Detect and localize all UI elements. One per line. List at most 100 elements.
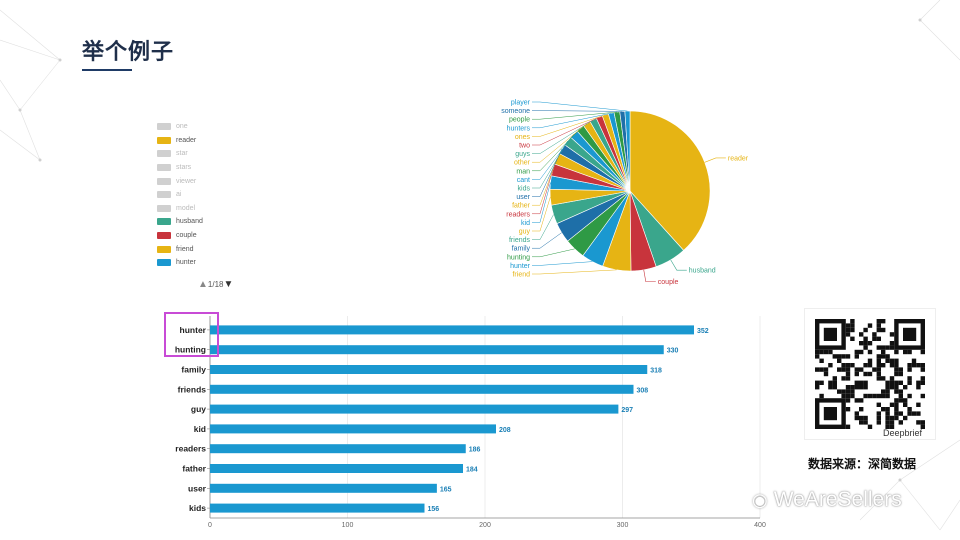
legend-swatch	[157, 232, 171, 240]
legend-item[interactable]: one	[157, 120, 277, 134]
qr-module	[859, 407, 864, 412]
legend-item[interactable]: husband	[157, 215, 277, 229]
bar-value-label: 186	[469, 447, 481, 454]
qr-module	[850, 389, 855, 394]
qr-module	[841, 363, 846, 368]
legend-label: model	[176, 204, 196, 212]
category-label: hunter	[180, 325, 207, 335]
pie-legend: one reader star stars viewer ai model husband co…	[157, 120, 277, 270]
qr-module	[819, 367, 824, 372]
pie-slice[interactable]	[629, 110, 711, 251]
qr-module	[885, 345, 890, 350]
qr-module	[876, 371, 881, 377]
data-source-text: 数据来源：深简数据	[808, 457, 917, 471]
legend-item[interactable]: couple	[157, 229, 277, 243]
pie-label: friend	[512, 272, 530, 279]
qr-module	[907, 349, 912, 355]
pie-label-line	[704, 157, 726, 163]
qr-module	[841, 376, 846, 381]
qr-module	[823, 367, 829, 372]
pie-label: guys	[515, 151, 530, 158]
legend-item[interactable]: star	[157, 147, 277, 161]
qr-module	[898, 420, 903, 425]
legend-item[interactable]: hunter	[157, 256, 277, 270]
qr-module	[876, 367, 881, 372]
qr-module	[881, 389, 886, 394]
bar[interactable]	[210, 384, 634, 394]
qr-module	[859, 385, 864, 390]
qr-module	[815, 385, 820, 390]
bar[interactable]	[210, 345, 664, 355]
qr-module	[863, 363, 868, 368]
qr-module	[859, 398, 864, 403]
qr-module	[911, 411, 917, 416]
pie-chart: readerhusbandcouplefriendhunterhuntingfa…	[501, 100, 749, 287]
qr-module	[845, 327, 851, 333]
legend-item[interactable]: friend	[157, 242, 277, 256]
qr-module	[854, 354, 859, 359]
legend-item[interactable]: viewer	[157, 174, 277, 188]
qr-module	[845, 389, 851, 394]
bar[interactable]	[210, 503, 425, 513]
pie-label: friends	[509, 237, 531, 244]
legend-label: friend	[176, 245, 194, 253]
qr-module	[850, 319, 855, 324]
qr-module	[894, 363, 899, 368]
qr-module	[876, 345, 881, 350]
bar[interactable]	[210, 404, 619, 414]
legend-item[interactable]: stars	[157, 161, 277, 175]
qr-module	[876, 336, 881, 341]
bar[interactable]	[210, 325, 694, 335]
qr-module	[854, 411, 859, 416]
qr-module	[876, 420, 881, 425]
legend-item[interactable]: model	[157, 202, 277, 216]
qr-code-pattern	[815, 319, 925, 429]
qr-module	[841, 393, 846, 399]
qr-module	[881, 407, 886, 412]
qr-module	[903, 385, 908, 390]
page-down-icon[interactable]: ▼	[223, 279, 234, 290]
legend-item[interactable]: ai	[157, 188, 277, 202]
qr-module	[828, 380, 833, 385]
legend-pager: ▲ 1/18 ▼	[198, 279, 233, 290]
qr-module	[889, 332, 895, 337]
qr-module	[867, 363, 873, 368]
qr-module	[916, 363, 921, 368]
qr-module	[859, 341, 864, 346]
pie-label: readers	[506, 211, 530, 218]
qr-module	[863, 380, 868, 385]
pie-label-line	[532, 248, 575, 258]
legend-item[interactable]: reader	[157, 134, 277, 148]
qr-module	[907, 380, 912, 385]
qr-module	[872, 336, 877, 341]
bar[interactable]	[210, 365, 648, 374]
qr-module	[845, 424, 851, 429]
pie-label: someone	[501, 108, 530, 115]
qr-module	[850, 323, 855, 328]
bar[interactable]	[210, 464, 463, 473]
page-up-icon[interactable]: ▲	[198, 279, 208, 290]
bar[interactable]	[210, 444, 466, 454]
legend-swatch	[157, 136, 171, 144]
qr-module	[872, 332, 877, 337]
qr-module	[898, 367, 903, 372]
legend-swatch	[157, 177, 171, 185]
pie-label-line	[532, 158, 558, 206]
qr-module	[867, 323, 873, 328]
pie-label-line	[670, 259, 687, 271]
pie-label: kid	[521, 220, 530, 227]
bar[interactable]	[210, 483, 437, 493]
qr-module	[885, 393, 890, 399]
legend-swatch	[157, 218, 171, 226]
legend-label: star	[176, 150, 188, 158]
qr-module	[881, 354, 886, 359]
qr-module	[845, 376, 851, 381]
qr-module	[898, 398, 903, 403]
bar[interactable]	[210, 424, 496, 434]
pie-label-line	[532, 110, 623, 112]
qr-module	[885, 389, 890, 394]
qr-module	[815, 367, 820, 372]
qr-module	[859, 349, 864, 355]
qr-module	[850, 393, 855, 399]
pie-slice[interactable]	[624, 110, 631, 192]
